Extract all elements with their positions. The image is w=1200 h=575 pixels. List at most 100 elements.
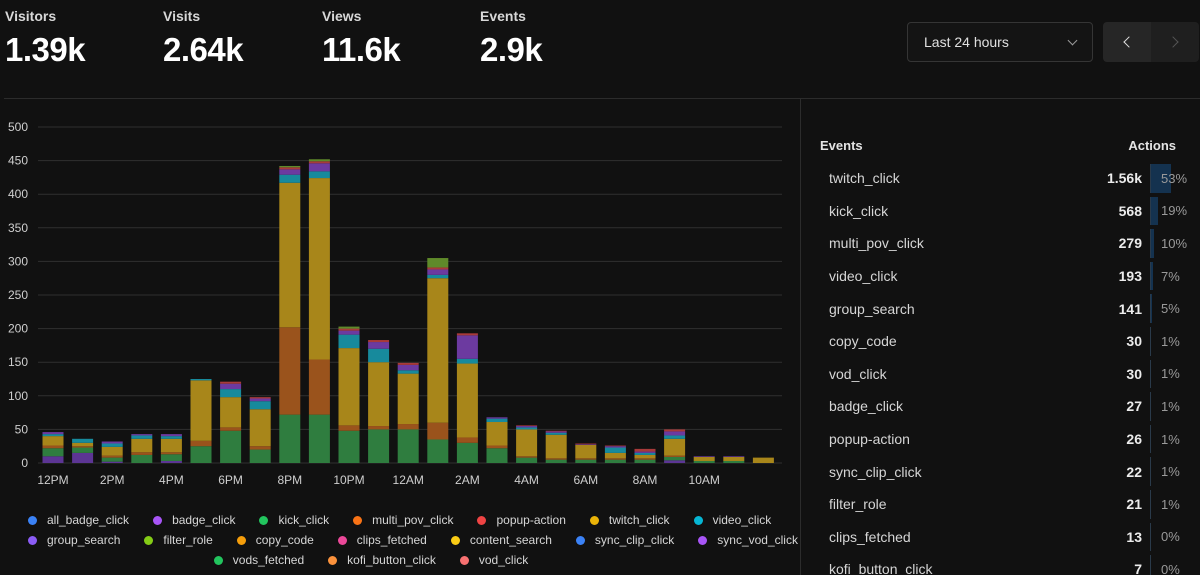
legend-item[interactable]: vod_click bbox=[459, 553, 528, 567]
bar-segment-kick_click[interactable] bbox=[72, 447, 94, 453]
bar-segment-kick_click[interactable] bbox=[634, 459, 656, 463]
bar-segment-kick_click[interactable] bbox=[249, 449, 271, 463]
bar-segment-popup-action[interactable] bbox=[397, 362, 419, 365]
bar-segment-popup-action[interactable] bbox=[545, 430, 567, 432]
bar-segment-twitch_click[interactable] bbox=[486, 422, 508, 446]
bar-segment-kick_click[interactable] bbox=[279, 414, 301, 463]
bar-segment-kick_click[interactable] bbox=[338, 430, 360, 463]
bar-segment-kick_click[interactable] bbox=[486, 448, 508, 463]
event-row[interactable]: twitch_click 1.56k 53% bbox=[816, 162, 1200, 195]
bar-segment-badge_click[interactable] bbox=[575, 444, 597, 445]
bar-segment-twitch_click[interactable] bbox=[72, 442, 94, 447]
bar-segment-kick_click[interactable] bbox=[516, 457, 538, 463]
bar-segment-twitch_click[interactable] bbox=[220, 397, 242, 428]
bar-segment-popup-action[interactable] bbox=[427, 267, 449, 270]
bar-segment-multi_pov_click[interactable] bbox=[190, 440, 212, 447]
bar-segment-badge_click[interactable] bbox=[279, 169, 301, 175]
bar-segment-twitch_click[interactable] bbox=[693, 456, 715, 461]
bar-segment-multi_pov_click[interactable] bbox=[368, 426, 390, 430]
event-row[interactable]: clips_fetched 13 0% bbox=[816, 521, 1200, 554]
bar-segment-badge_click[interactable] bbox=[220, 383, 242, 390]
bar-segment-multi_pov_click[interactable] bbox=[249, 446, 271, 450]
bar-segment-video_click[interactable] bbox=[279, 174, 301, 183]
event-row[interactable]: kick_click 568 19% bbox=[816, 195, 1200, 228]
bar-segment-kick_click[interactable] bbox=[308, 414, 330, 463]
bar-segment-multi_pov_click[interactable] bbox=[308, 359, 330, 415]
bar-segment-twitch_click[interactable] bbox=[516, 429, 538, 457]
bar-segment-popup-action[interactable] bbox=[338, 328, 360, 331]
bar-segment-multi_pov_click[interactable] bbox=[516, 456, 538, 458]
legend-item[interactable]: kick_click bbox=[259, 513, 329, 527]
bar-segment-badge_click[interactable] bbox=[545, 431, 567, 433]
bar-segment-filter_role[interactable] bbox=[427, 258, 449, 268]
bar-segment-badge_click[interactable] bbox=[486, 417, 508, 419]
bar-segment-popup-action[interactable] bbox=[634, 448, 656, 452]
bar-segment-kick_click[interactable] bbox=[397, 429, 419, 463]
bar-segment-twitch_click[interactable] bbox=[101, 446, 123, 456]
bar-segment-kick_click[interactable] bbox=[456, 442, 478, 463]
bar-segment-popup-action[interactable] bbox=[456, 333, 478, 336]
event-row[interactable]: filter_role 21 1% bbox=[816, 488, 1200, 521]
bar-segment-filter_role[interactable] bbox=[338, 326, 360, 329]
bar-segment-video_click[interactable] bbox=[101, 443, 123, 447]
date-range-select[interactable]: Last 24 hours bbox=[907, 22, 1093, 62]
legend-item[interactable]: multi_pov_click bbox=[353, 513, 453, 527]
bar-segment-popup-action[interactable] bbox=[308, 161, 330, 164]
bar-segment-video_click[interactable] bbox=[338, 334, 360, 349]
bar-segment-twitch_click[interactable] bbox=[131, 438, 153, 453]
bar-segment-badge_click[interactable] bbox=[160, 434, 182, 437]
bar-segment-kick_click[interactable] bbox=[575, 459, 597, 463]
bar-segment-twitch_click[interactable] bbox=[279, 182, 301, 328]
bar-segment-multi_pov_click[interactable] bbox=[42, 445, 64, 449]
bar-segment-multi_pov_click[interactable] bbox=[634, 458, 656, 460]
bar-segment-twitch_click[interactable] bbox=[190, 380, 212, 441]
bar-segment-filter_role[interactable] bbox=[279, 165, 301, 168]
bar-segment-badge_click[interactable] bbox=[604, 446, 626, 448]
bar-segment-multi_pov_click[interactable] bbox=[397, 424, 419, 430]
bar-segment-video_click[interactable] bbox=[397, 370, 419, 374]
legend-item[interactable]: sync_vod_click bbox=[698, 533, 798, 547]
bar-segment-popup-action[interactable] bbox=[664, 429, 686, 432]
bar-segment-multi_pov_click[interactable] bbox=[545, 458, 567, 460]
bar-segment-multi_pov_click[interactable] bbox=[575, 458, 597, 460]
legend-item[interactable]: filter_role bbox=[144, 533, 213, 547]
legend-item[interactable]: badge_click bbox=[153, 513, 235, 527]
bar-segment-video_click[interactable] bbox=[220, 389, 242, 398]
bar-segment-badge_click[interactable] bbox=[723, 456, 745, 457]
bar-segment-badge_click[interactable] bbox=[456, 335, 478, 359]
bar-segment-video_click[interactable] bbox=[190, 379, 212, 381]
bar-segment-kick_click[interactable] bbox=[368, 429, 390, 463]
legend-item[interactable]: popup-action bbox=[477, 513, 566, 527]
bar-segment-kick_click[interactable] bbox=[101, 457, 123, 462]
legend-item[interactable]: sync_clip_click bbox=[575, 533, 674, 547]
event-row[interactable]: group_search 141 5% bbox=[816, 292, 1200, 325]
bar-segment-multi_pov_click[interactable] bbox=[486, 445, 508, 449]
legend-item[interactable]: video_click bbox=[693, 513, 771, 527]
bar-segment-video_click[interactable] bbox=[634, 452, 656, 455]
bar-segment-twitch_click[interactable] bbox=[42, 436, 64, 446]
bar-segment-badge_click[interactable] bbox=[634, 451, 656, 453]
bar-segment-group_search[interactable] bbox=[664, 460, 686, 463]
bar-segment-kick_click[interactable] bbox=[131, 454, 153, 463]
bar-segment-multi_pov_click[interactable] bbox=[279, 327, 301, 415]
bar-segment-twitch_click[interactable] bbox=[575, 444, 597, 459]
bar-segment-video_click[interactable] bbox=[664, 435, 686, 439]
bar-segment-twitch_click[interactable] bbox=[456, 363, 478, 438]
bar-segment-multi_pov_click[interactable] bbox=[456, 437, 478, 443]
next-period-button[interactable] bbox=[1151, 22, 1199, 62]
bar-segment-group_search[interactable] bbox=[72, 452, 94, 463]
bar-segment-video_click[interactable] bbox=[160, 436, 182, 439]
bar-segment-video_click[interactable] bbox=[72, 438, 94, 443]
bar-segment-badge_click[interactable] bbox=[101, 441, 123, 444]
bar-segment-kick_click[interactable] bbox=[190, 446, 212, 463]
legend-item[interactable]: vods_fetched bbox=[213, 553, 304, 567]
bar-segment-popup-action[interactable] bbox=[279, 167, 301, 170]
bar-segment-group_search[interactable] bbox=[160, 460, 182, 463]
legend-item[interactable]: all_badge_click bbox=[28, 513, 129, 527]
bar-segment-kick_click[interactable] bbox=[693, 460, 715, 463]
bar-segment-kick_click[interactable] bbox=[220, 430, 242, 463]
bar-segment-video_click[interactable] bbox=[545, 432, 567, 435]
bar-segment-twitch_click[interactable] bbox=[249, 409, 271, 447]
bar-segment-video_click[interactable] bbox=[249, 401, 271, 410]
bar-segment-multi_pov_click[interactable] bbox=[160, 452, 182, 455]
